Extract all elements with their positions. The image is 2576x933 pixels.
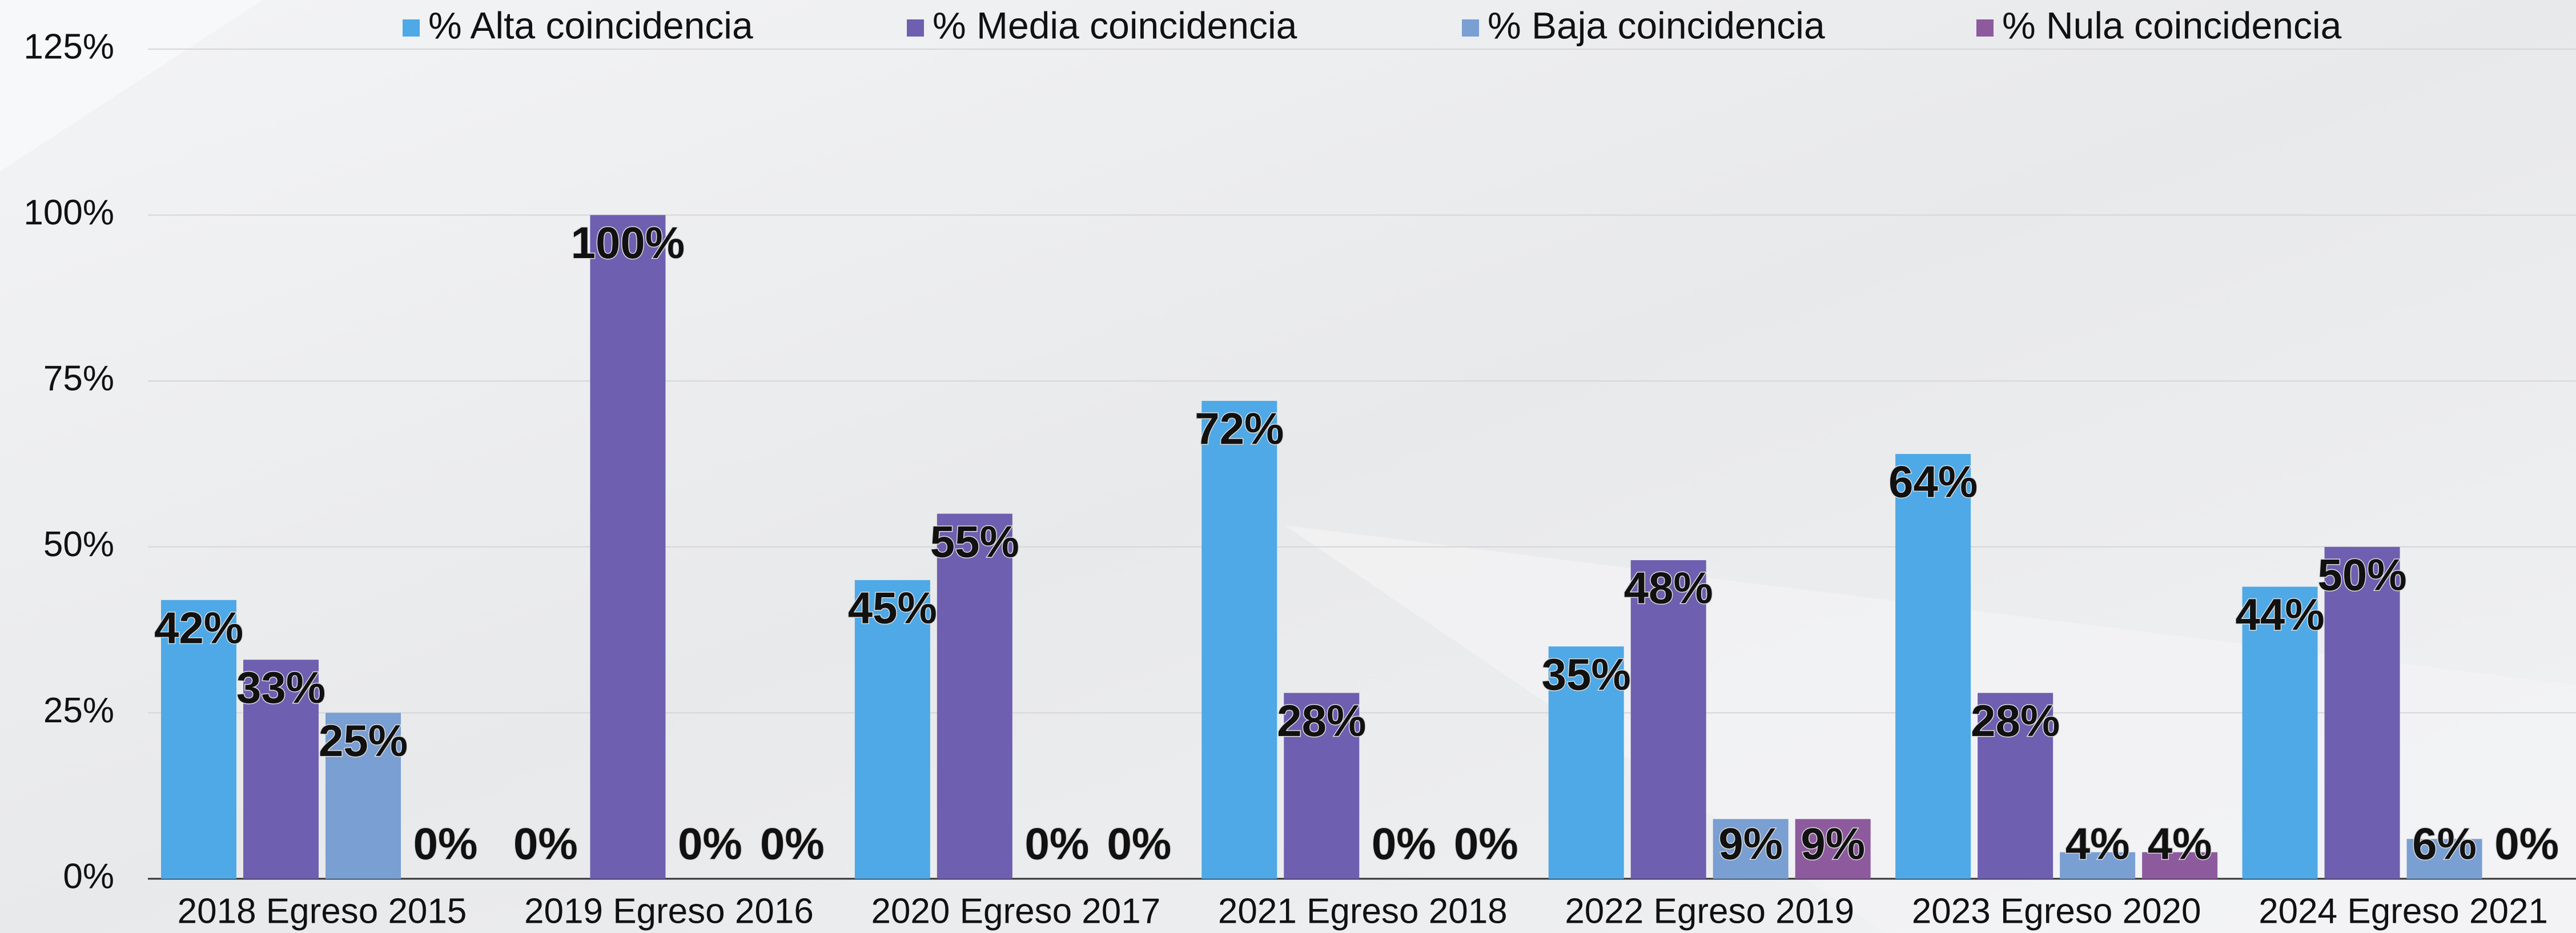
x-tick-label: 2024 Egreso 2021 [2258, 891, 2548, 931]
legend-label: % Baja coincidencia [1488, 4, 1825, 46]
y-tick-label: 0% [63, 856, 114, 896]
bar [937, 513, 1012, 879]
x-tick-label: 2022 Egreso 2019 [1565, 891, 1854, 931]
data-label: 4% [2065, 819, 2130, 869]
data-label: 9% [1801, 819, 1865, 869]
x-tick-label: 2020 Egreso 2017 [871, 891, 1160, 931]
y-tick-label: 75% [43, 359, 114, 399]
data-label: 45% [848, 583, 937, 633]
bar [243, 659, 319, 879]
data-label: 72% [1195, 404, 1284, 454]
bar [1895, 454, 1971, 879]
decor [0, 0, 263, 171]
data-label: 28% [1971, 695, 2060, 746]
data-label: 50% [2318, 549, 2407, 600]
data-label: 48% [1624, 563, 1713, 613]
bar [1795, 819, 1871, 879]
y-tick-label: 125% [23, 27, 114, 66]
x-tick-label: 2018 Egreso 2015 [178, 891, 467, 931]
data-label: 55% [930, 516, 1019, 566]
bar [1201, 401, 1277, 879]
x-tick-label: 2019 Egreso 2016 [524, 891, 814, 931]
bar [2142, 852, 2218, 879]
data-label: 0% [1372, 819, 1436, 869]
bar [1548, 646, 1624, 879]
data-label: 44% [2236, 589, 2325, 640]
data-label: 28% [1277, 695, 1366, 746]
data-label: 35% [1542, 649, 1631, 699]
legend-label: % Media coincidencia [933, 4, 1297, 46]
bar [2406, 839, 2482, 879]
legend-swatch [1976, 19, 1994, 37]
data-label: 9% [1718, 819, 1783, 869]
y-tick-label: 50% [43, 525, 114, 564]
bar [2242, 586, 2318, 879]
data-label: 100% [571, 218, 685, 268]
data-label: 0% [513, 819, 578, 869]
bar [2324, 546, 2400, 879]
legend-swatch [403, 19, 420, 37]
x-tick-label: 2023 Egreso 2020 [1912, 891, 2201, 931]
bar [161, 600, 236, 879]
bar [590, 215, 666, 879]
y-tick-label: 25% [43, 691, 114, 730]
data-label: 0% [1107, 819, 1171, 869]
legend-label: % Alta coincidencia [428, 4, 753, 46]
data-label: 33% [236, 662, 325, 713]
data-label: 64% [1888, 457, 1978, 507]
x-tick-label: 2021 Egreso 2018 [1218, 891, 1508, 931]
data-label: 4% [2148, 819, 2212, 869]
data-label: 0% [1454, 819, 1518, 869]
bar [1978, 693, 2053, 879]
bar [854, 580, 930, 879]
data-label: 0% [1024, 819, 1089, 869]
data-label: 0% [760, 819, 825, 869]
data-label: 0% [2494, 819, 2559, 869]
legend-label: % Nula coincidencia [2002, 4, 2342, 46]
y-tick-label: 100% [23, 193, 114, 232]
bar [2060, 852, 2136, 879]
bar [325, 713, 401, 879]
data-label: 42% [154, 602, 243, 653]
data-label: 6% [2412, 819, 2477, 869]
data-label: 25% [319, 715, 408, 766]
data-label: 0% [678, 819, 742, 869]
bar [1630, 560, 1706, 879]
legend-swatch [1462, 19, 1479, 37]
bar [1713, 819, 1789, 879]
bar [1284, 693, 1360, 879]
data-label: 0% [413, 819, 478, 869]
legend-swatch [907, 19, 924, 37]
